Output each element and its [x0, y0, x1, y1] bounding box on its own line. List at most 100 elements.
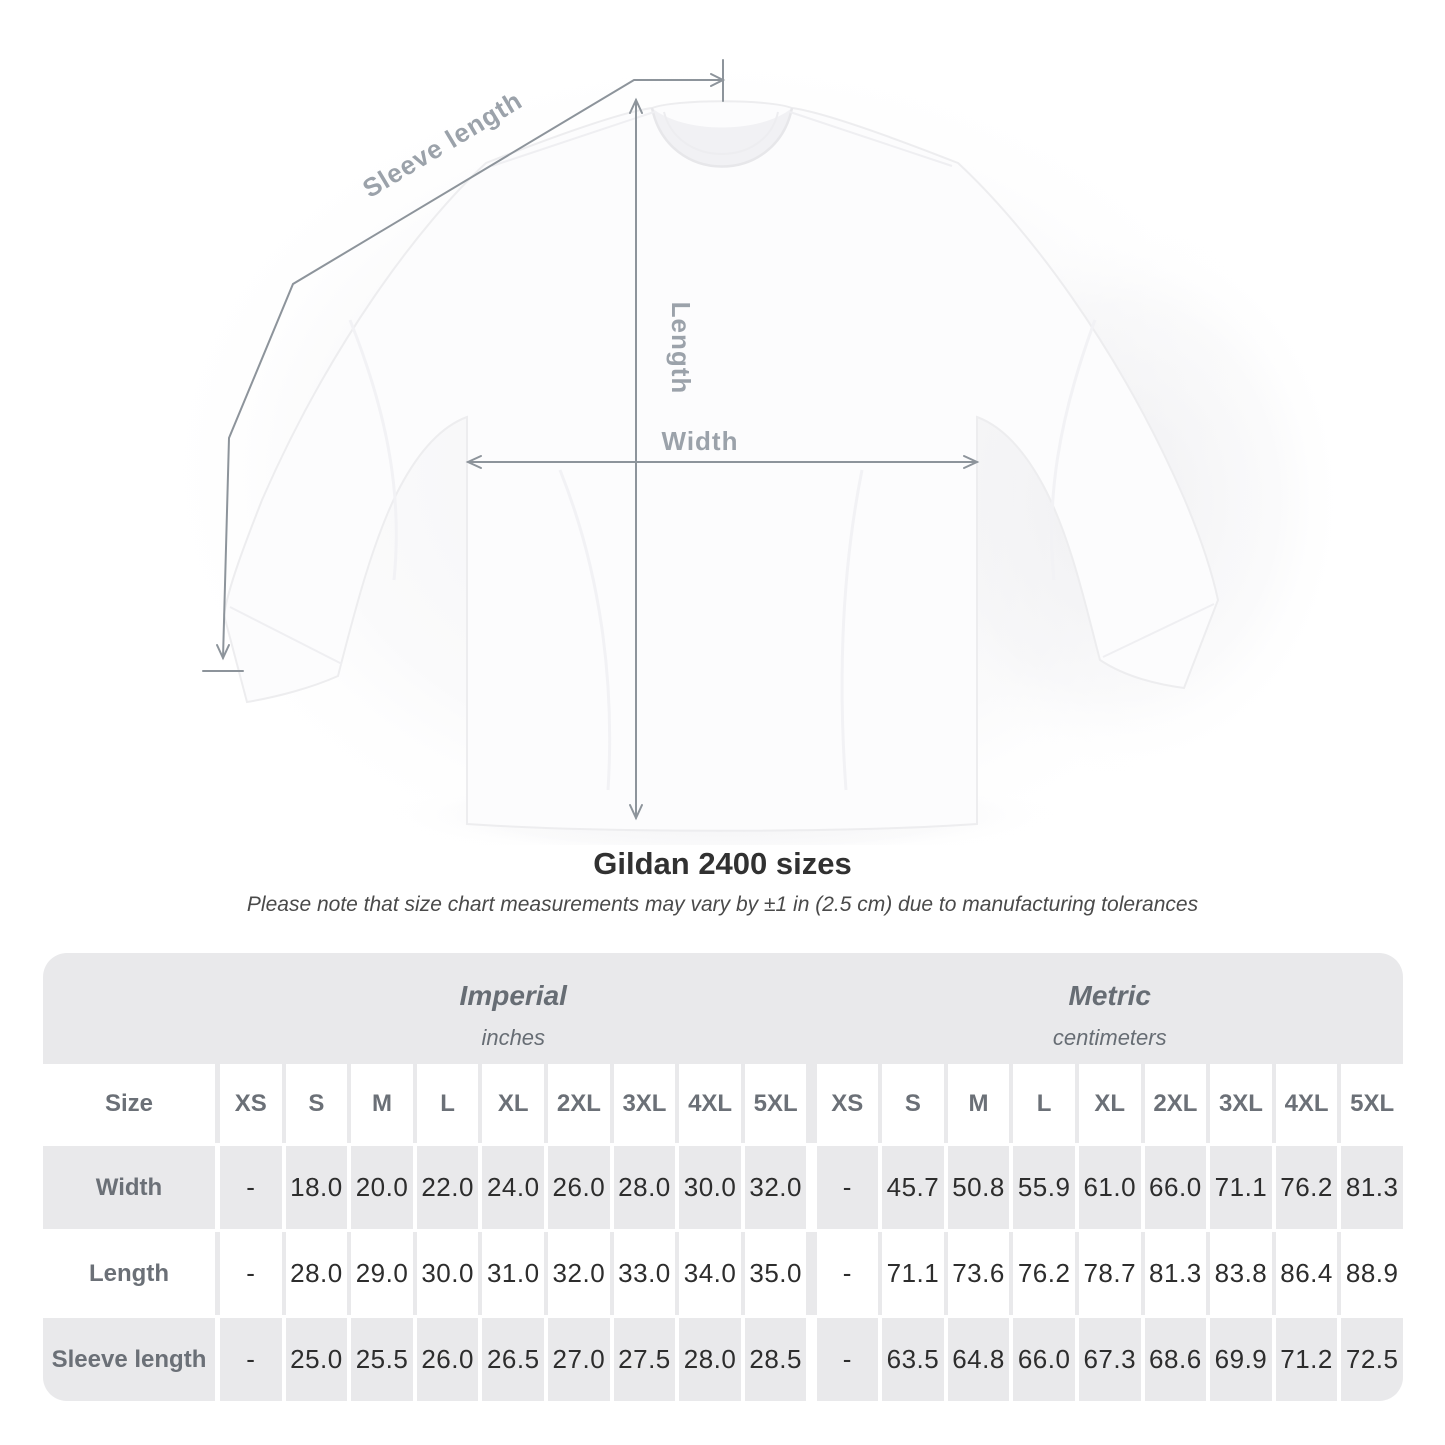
- size-column-header: Size: [43, 1064, 215, 1143]
- value-cell: 86.4: [1275, 1232, 1338, 1315]
- value-cell: 81.3: [1144, 1232, 1207, 1315]
- value-cell: 76.2: [1275, 1146, 1338, 1229]
- value-cell: 26.0: [416, 1318, 479, 1401]
- size-header: 2XL: [548, 1064, 610, 1143]
- value-cell: 71.1: [1210, 1146, 1272, 1229]
- group-header-spacer: [43, 953, 215, 1064]
- value-cell: 26.0: [548, 1146, 610, 1229]
- size-header: XL: [482, 1064, 545, 1143]
- value-cell: 30.0: [679, 1146, 741, 1229]
- size-header: XS: [816, 1064, 879, 1143]
- sleeve-imperial-values: - 25.0 25.5 26.0 26.5 27.0 27.5 28.0 28.…: [220, 1318, 807, 1401]
- value-cell: -: [220, 1318, 282, 1401]
- width-label: Width: [662, 426, 739, 456]
- size-header: M: [947, 1064, 1010, 1143]
- value-cell: 71.2: [1275, 1318, 1338, 1401]
- shirt-measurement-diagram: Sleeve length Length Width: [142, 40, 1350, 845]
- collar-inner-line: [663, 111, 779, 155]
- size-header: 3XL: [613, 1064, 676, 1143]
- width-metric-values: - 45.7 50.8 55.9 61.0 66.0 71.1 76.2 81.…: [816, 1146, 1404, 1229]
- value-cell: 28.0: [613, 1146, 676, 1229]
- metric-group-header: Metric centimeters: [817, 953, 1404, 1064]
- value-cell: 25.0: [285, 1318, 348, 1401]
- length-arrow: [629, 97, 643, 821]
- row-label: Length: [43, 1232, 215, 1315]
- unit-group-header-row: Imperial inches Metric centimeters: [43, 953, 1403, 1064]
- value-cell: 50.8: [947, 1146, 1010, 1229]
- size-header-row: Size XS S M L XL 2XL 3XL 4XL 5XL XS S M …: [43, 1064, 1403, 1143]
- value-cell: 61.0: [1078, 1146, 1141, 1229]
- value-cell: 67.3: [1078, 1318, 1141, 1401]
- table-row-sleeve-length: Sleeve length - 25.0 25.5 26.0 26.5 27.0…: [43, 1315, 1403, 1401]
- value-cell: 55.9: [1013, 1146, 1075, 1229]
- value-cell: -: [220, 1146, 282, 1229]
- value-cell: 28.0: [285, 1232, 348, 1315]
- value-cell: 83.8: [1210, 1232, 1272, 1315]
- value-cell: 24.0: [482, 1146, 545, 1229]
- value-cell: 28.0: [679, 1318, 741, 1401]
- value-cell: 64.8: [947, 1318, 1010, 1401]
- collar-outer-line: [650, 107, 794, 168]
- size-header: 3XL: [1210, 1064, 1272, 1143]
- size-header: M: [351, 1064, 413, 1143]
- value-cell: 88.9: [1341, 1232, 1403, 1315]
- value-cell: 66.0: [1144, 1146, 1207, 1229]
- size-header: S: [882, 1064, 944, 1143]
- shirt-illustration: [222, 100, 1220, 832]
- row-label: Width: [43, 1146, 215, 1229]
- page-subtitle: Please note that size chart measurements…: [246, 893, 1199, 916]
- value-cell: 34.0: [679, 1232, 741, 1315]
- size-header: 4XL: [1275, 1064, 1338, 1143]
- size-header: 5XL: [744, 1064, 807, 1143]
- table-row-length: Length - 28.0 29.0 30.0 31.0 32.0 33.0 3…: [43, 1229, 1403, 1315]
- value-cell: 29.0: [351, 1232, 413, 1315]
- value-cell: 28.5: [744, 1318, 807, 1401]
- imperial-group-unit: inches: [481, 1025, 546, 1050]
- length-metric-values: - 71.1 73.6 76.2 78.7 81.3 83.8 86.4 88.…: [816, 1232, 1404, 1315]
- value-cell: 27.0: [548, 1318, 610, 1401]
- value-cell: 32.0: [744, 1146, 807, 1229]
- value-cell: 73.6: [947, 1232, 1010, 1315]
- size-header: L: [416, 1064, 479, 1143]
- value-cell: 81.3: [1341, 1146, 1403, 1229]
- value-cell: 71.1: [882, 1232, 944, 1315]
- size-header: XL: [1078, 1064, 1141, 1143]
- value-cell: -: [816, 1146, 879, 1229]
- value-cell: 26.5: [482, 1318, 545, 1401]
- value-cell: 66.0: [1013, 1318, 1075, 1401]
- size-header: 4XL: [679, 1064, 741, 1143]
- metric-group-name: Metric: [1068, 980, 1151, 1011]
- shirt-body: [222, 100, 1220, 832]
- table-row-width: Width - 18.0 20.0 22.0 24.0 26.0 28.0 30…: [43, 1143, 1403, 1229]
- value-cell: -: [816, 1232, 879, 1315]
- shirt-figure-svg: Sleeve length Length Width: [142, 40, 1350, 845]
- width-imperial-values: - 18.0 20.0 22.0 24.0 26.0 28.0 30.0 32.…: [220, 1146, 807, 1229]
- size-table: Imperial inches Metric centimeters Size …: [43, 953, 1403, 1401]
- value-cell: 20.0: [351, 1146, 413, 1229]
- sleeve-length-arrow: [202, 59, 726, 672]
- value-cell: 63.5: [882, 1318, 944, 1401]
- size-header: 5XL: [1341, 1064, 1403, 1143]
- metric-group-unit: centimeters: [1052, 1025, 1167, 1050]
- collar-shadow: [652, 108, 792, 167]
- value-cell: 27.5: [613, 1318, 676, 1401]
- value-cell: 30.0: [416, 1232, 479, 1315]
- length-label: Length: [666, 302, 696, 395]
- imperial-group-header: Imperial inches: [220, 953, 807, 1064]
- width-arrow: [465, 455, 980, 469]
- value-cell: 68.6: [1144, 1318, 1207, 1401]
- value-cell: 22.0: [416, 1146, 479, 1229]
- value-cell: 32.0: [548, 1232, 610, 1315]
- sleeve-metric-values: - 63.5 64.8 66.0 67.3 68.6 69.9 71.2 72.…: [816, 1318, 1404, 1401]
- value-cell: 78.7: [1078, 1232, 1141, 1315]
- size-header: XS: [220, 1064, 282, 1143]
- value-cell: 18.0: [285, 1146, 348, 1229]
- value-cell: 33.0: [613, 1232, 676, 1315]
- size-header: L: [1013, 1064, 1075, 1143]
- size-header: S: [285, 1064, 348, 1143]
- imperial-group-name: Imperial: [459, 980, 567, 1011]
- row-label: Sleeve length: [43, 1318, 215, 1401]
- value-cell: 72.5: [1341, 1318, 1403, 1401]
- measurement-lines: [202, 59, 980, 821]
- value-cell: 25.5: [351, 1318, 413, 1401]
